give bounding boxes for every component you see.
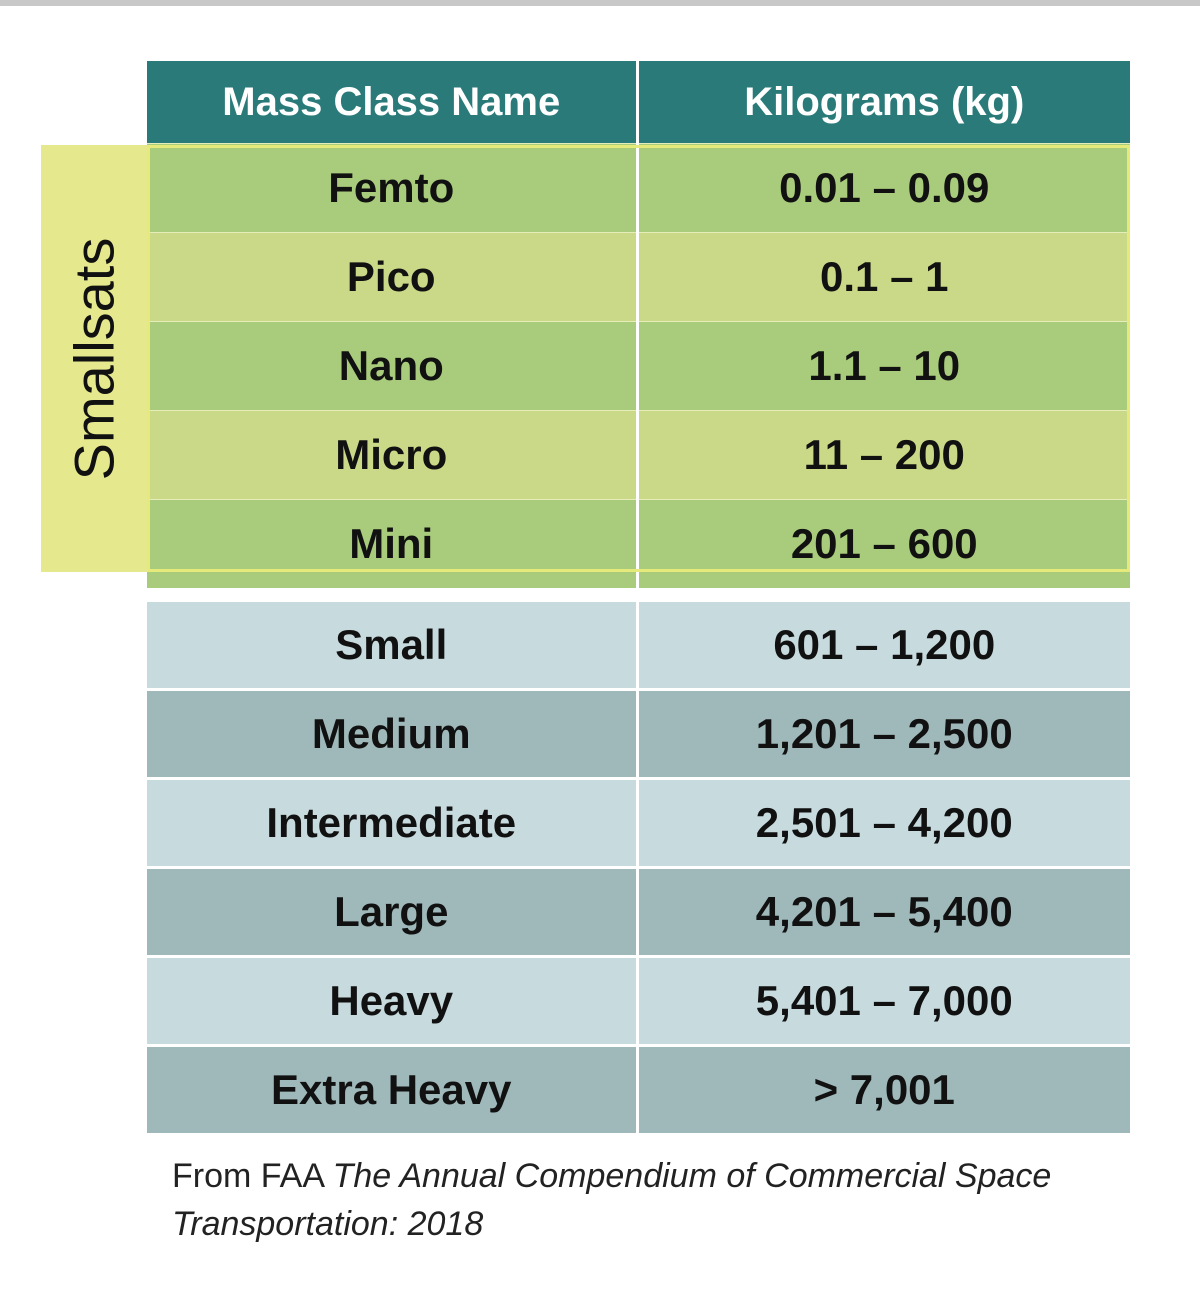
table-row: Extra Heavy > 7,001	[147, 1045, 1130, 1133]
table-row: Micro 11 – 200	[147, 410, 1130, 500]
table-row: Small 601 – 1,200	[147, 595, 1130, 690]
header-kilograms: Kilograms (kg)	[637, 61, 1130, 144]
mass-range: 1.1 – 10	[637, 321, 1130, 411]
mass-class-name: Medium	[147, 689, 639, 779]
table-row: Nano 1.1 – 10	[147, 321, 1130, 411]
mass-class-name: Femto	[147, 143, 639, 233]
table-row: Medium 1,201 – 2,500	[147, 689, 1130, 779]
smallsats-group-label: Smallsats	[41, 145, 147, 572]
mass-range: 201 – 600	[637, 499, 1130, 595]
mass-range: 2,501 – 4,200	[637, 778, 1130, 868]
table-row: Femto 0.01 – 0.09	[147, 143, 1130, 233]
mass-class-name: Extra Heavy	[147, 1045, 639, 1133]
top-rule	[0, 0, 1200, 6]
mass-range: 11 – 200	[637, 410, 1130, 500]
mass-range: > 7,001	[637, 1045, 1130, 1133]
mass-range: 5,401 – 7,000	[637, 956, 1130, 1046]
mass-range: 4,201 – 5,400	[637, 867, 1130, 957]
table-row: Pico 0.1 – 1	[147, 232, 1130, 322]
mass-class-table-wrap: Mass Class Name Kilograms (kg) Femto 0.0…	[147, 61, 1130, 1133]
mass-range: 0.01 – 0.09	[637, 143, 1130, 233]
mass-class-name: Mini	[147, 499, 639, 595]
table-row: Intermediate 2,501 – 4,200	[147, 778, 1130, 868]
mass-class-name: Pico	[147, 232, 639, 322]
mass-class-name: Small	[147, 595, 639, 690]
mass-range: 0.1 – 1	[637, 232, 1130, 322]
table-row: Heavy 5,401 – 7,000	[147, 956, 1130, 1046]
table-header-row: Mass Class Name Kilograms (kg)	[147, 61, 1130, 144]
mass-class-name: Micro	[147, 410, 639, 500]
mass-range: 1,201 – 2,500	[637, 689, 1130, 779]
mass-class-name: Intermediate	[147, 778, 639, 868]
caption-title: The Annual Compendium of Commercial Spac…	[172, 1157, 1052, 1243]
mass-class-name: Large	[147, 867, 639, 957]
caption-prefix: From FAA	[172, 1157, 333, 1195]
mass-range: 601 – 1,200	[637, 595, 1130, 690]
mass-class-table: Mass Class Name Kilograms (kg) Femto 0.0…	[147, 61, 1130, 1133]
mass-class-name: Nano	[147, 321, 639, 411]
header-mass-class-name: Mass Class Name	[147, 61, 639, 144]
table-row: Mini 201 – 600	[147, 499, 1130, 595]
source-caption: From FAA The Annual Compendium of Commer…	[172, 1152, 1162, 1248]
mass-class-name: Heavy	[147, 956, 639, 1046]
table-row: Large 4,201 – 5,400	[147, 867, 1130, 957]
smallsats-label-text: Smallsats	[62, 237, 126, 480]
